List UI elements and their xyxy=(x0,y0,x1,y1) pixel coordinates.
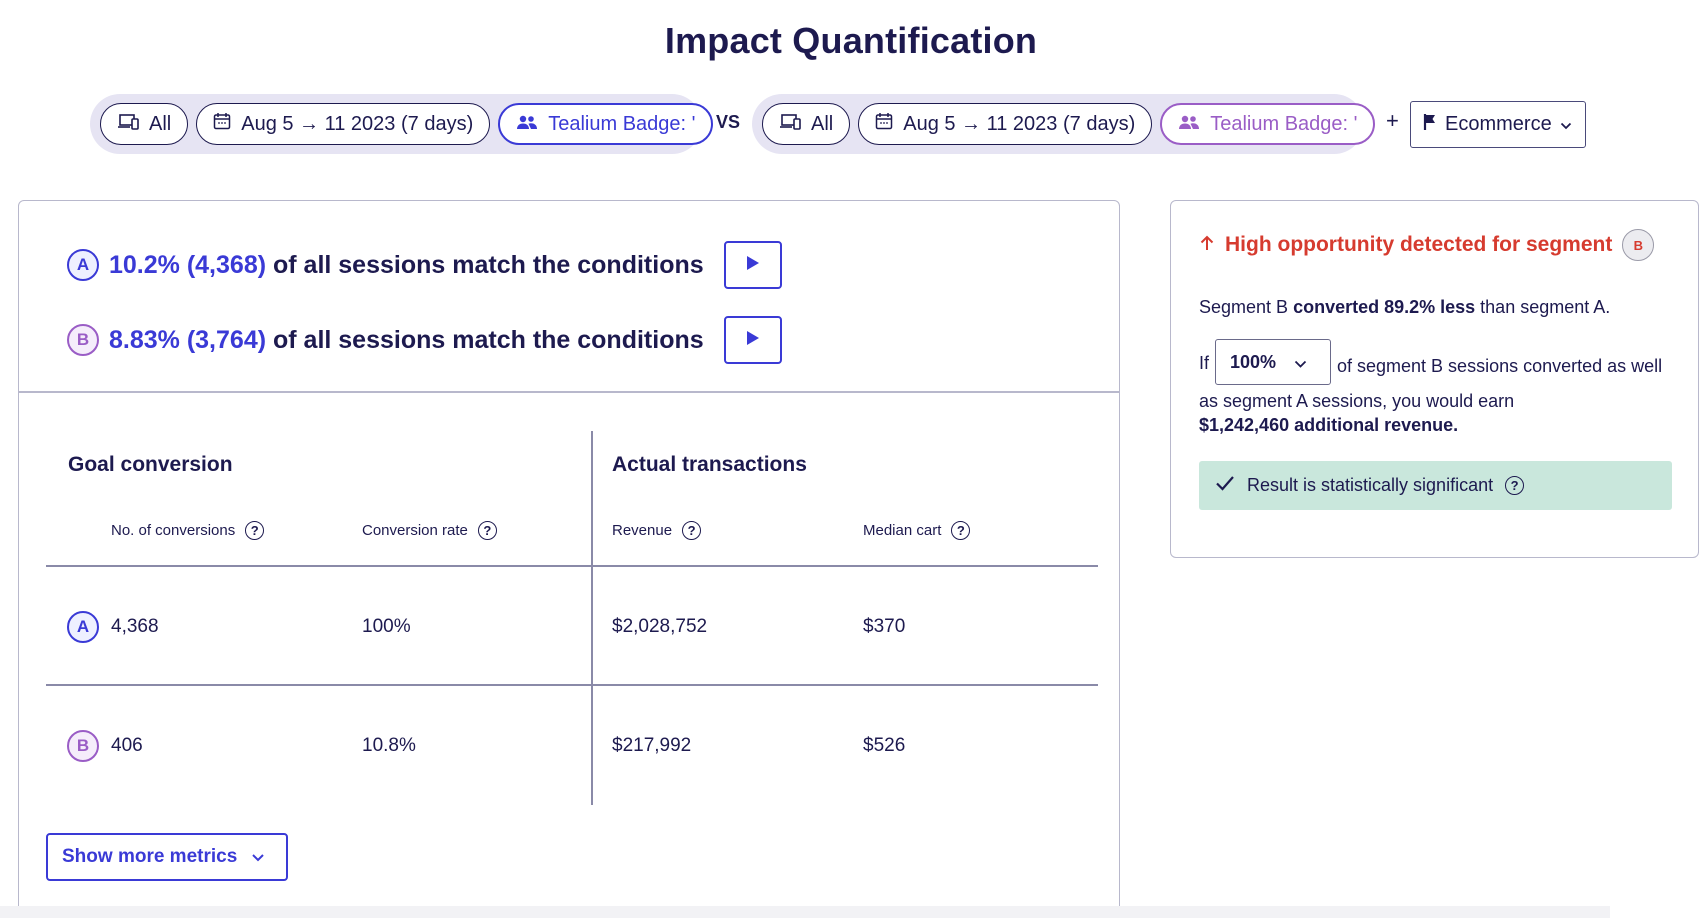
conversion-percent-select[interactable]: 100% xyxy=(1215,339,1331,385)
segment-a-filter-bar: All Aug 5 → 11 2023 (7 days) Tealium Bad… xyxy=(90,94,714,154)
goal-dropdown[interactable]: Ecommerce xyxy=(1410,101,1586,148)
opportunity-heading-text: High opportunity detected for segment xyxy=(1225,233,1613,256)
opportunity-heading: High opportunity detected for segment B xyxy=(1199,229,1655,261)
opportunity-card: High opportunity detected for segment B … xyxy=(1170,200,1699,558)
help-icon[interactable]: ? xyxy=(1505,476,1525,495)
conversion-percent-value: 100% xyxy=(1230,351,1277,372)
significance-text: Result is statistically significant xyxy=(1247,475,1494,495)
revenue-cell: $217,992 xyxy=(612,735,692,756)
segment-b-badge: B xyxy=(67,324,99,356)
users-icon xyxy=(516,113,538,136)
summary-highlight: converted 89.2% less xyxy=(1293,297,1476,317)
segment-b-match-text: 8.83% (3,764) of all sessions match the … xyxy=(109,326,704,355)
chevron-down-icon xyxy=(1560,113,1572,136)
users-icon xyxy=(1178,113,1200,136)
table-row-divider xyxy=(46,684,1098,686)
additional-revenue: $1,242,460 additional revenue. xyxy=(1199,413,1458,438)
comparison-card: A 10.2% (4,368) of all sessions match th… xyxy=(18,200,1120,916)
date-filter-a[interactable]: Aug 5 → 11 2023 (7 days) xyxy=(196,103,491,145)
column-header-label: Revenue xyxy=(612,522,673,539)
segment-b-match-row: B 8.83% (3,764) of all sessions match th… xyxy=(67,316,782,364)
help-icon[interactable]: ? xyxy=(477,521,497,540)
table-header-divider xyxy=(46,565,1098,567)
show-more-label: Show more metrics xyxy=(62,846,238,867)
conversions-cell: 406 xyxy=(111,735,143,756)
goal-conversion-title: Goal conversion xyxy=(68,453,233,476)
conversions-cell: 4,368 xyxy=(111,616,159,637)
calendar-icon xyxy=(875,112,893,136)
help-icon[interactable]: ? xyxy=(682,521,702,540)
section-divider xyxy=(19,391,1119,393)
segment-b-play-button[interactable] xyxy=(723,316,782,364)
summary-prefix: Segment B xyxy=(1199,297,1294,317)
median-cart-cell: $370 xyxy=(863,616,906,637)
date-filter-b[interactable]: Aug 5 → 11 2023 (7 days) xyxy=(858,103,1153,145)
device-filter-b[interactable]: All xyxy=(762,103,851,145)
opportunity-summary: Segment B converted 89.2% less than segm… xyxy=(1199,295,1610,320)
check-icon xyxy=(1215,475,1235,496)
summary-suffix: than segment A. xyxy=(1475,297,1611,317)
segment-b-match-highlight: 8.83% (3,764) xyxy=(109,325,267,354)
segment-filter-a[interactable]: Tealium Badge: ' xyxy=(498,103,714,145)
chevron-down-icon xyxy=(251,846,265,868)
goal-dropdown-label: Ecommerce xyxy=(1445,113,1552,135)
segment-a-match-highlight: 10.2% (4,368) xyxy=(109,250,267,279)
segment-b-filter-bar: All Aug 5 → 11 2023 (7 days) Tealium Bad… xyxy=(752,94,1376,154)
column-header-median-cart: Median cart ? xyxy=(863,521,971,540)
revenue-cell: $2,028,752 xyxy=(612,616,708,637)
device-filter-a[interactable]: All xyxy=(100,103,189,145)
flag-icon xyxy=(1423,113,1437,137)
play-icon xyxy=(746,330,760,351)
help-icon[interactable]: ? xyxy=(951,521,971,540)
play-icon xyxy=(746,255,760,276)
additional-revenue-value: $1,242,460 additional revenue. xyxy=(1199,415,1459,435)
significance-banner: Result is statistically significant ? xyxy=(1199,461,1672,510)
segment-filter-b[interactable]: Tealium Badge: ' xyxy=(1160,103,1376,145)
column-header-conversion-rate: Conversion rate ? xyxy=(362,521,497,540)
date-filter-label: Aug 5 → 11 2023 (7 days) xyxy=(241,112,474,135)
if-label: If xyxy=(1199,353,1210,373)
segment-b-match-suffix: of all sessions match the conditions xyxy=(273,325,704,354)
opportunity-detail: of segment B sessions converted as well … xyxy=(1199,349,1669,419)
segment-filter-label: Tealium Badge: ' xyxy=(1210,112,1358,135)
column-divider xyxy=(591,431,593,805)
segment-a-badge: A xyxy=(67,249,99,281)
segment-a-badge: A xyxy=(67,611,99,643)
date-filter-label: Aug 5 → 11 2023 (7 days) xyxy=(903,112,1136,135)
page-title: Impact Quantification xyxy=(664,20,1038,61)
device-filter-label: All xyxy=(811,112,834,135)
page-bottom-edge xyxy=(0,906,1610,918)
conversion-rate-cell: 10.8% xyxy=(362,735,416,756)
add-segment-button[interactable]: + xyxy=(1386,108,1399,133)
help-icon[interactable]: ? xyxy=(245,521,265,540)
chevron-down-icon xyxy=(1294,352,1307,373)
column-header-label: Median cart xyxy=(863,522,942,539)
calendar-icon xyxy=(213,112,231,136)
median-cart-cell: $526 xyxy=(863,735,906,756)
segment-a-match-suffix: of all sessions match the conditions xyxy=(273,250,704,279)
column-header-revenue: Revenue ? xyxy=(612,521,702,540)
device-icon xyxy=(117,113,139,136)
segment-a-play-button[interactable] xyxy=(723,241,782,289)
segment-a-match-text: 10.2% (4,368) of all sessions match the … xyxy=(109,251,704,280)
segment-b-badge: B xyxy=(1622,229,1655,261)
show-more-metrics-button[interactable]: Show more metrics xyxy=(46,833,288,881)
device-icon xyxy=(779,113,801,136)
conversion-rate-cell: 100% xyxy=(362,616,411,637)
actual-transactions-title: Actual transactions xyxy=(612,453,807,476)
vs-label: VS xyxy=(716,112,741,132)
opportunity-detail-text: of segment B sessions converted as well … xyxy=(1199,356,1663,411)
segment-b-badge: B xyxy=(67,730,99,762)
device-filter-label: All xyxy=(149,112,172,135)
arrow-up-icon xyxy=(1199,234,1215,257)
segment-a-match-row: A 10.2% (4,368) of all sessions match th… xyxy=(67,241,782,289)
column-header-label: Conversion rate xyxy=(362,522,468,539)
segment-filter-label: Tealium Badge: ' xyxy=(548,112,696,135)
column-header-label: No. of conversions xyxy=(111,522,236,539)
column-header-conversions: No. of conversions ? xyxy=(111,521,265,540)
